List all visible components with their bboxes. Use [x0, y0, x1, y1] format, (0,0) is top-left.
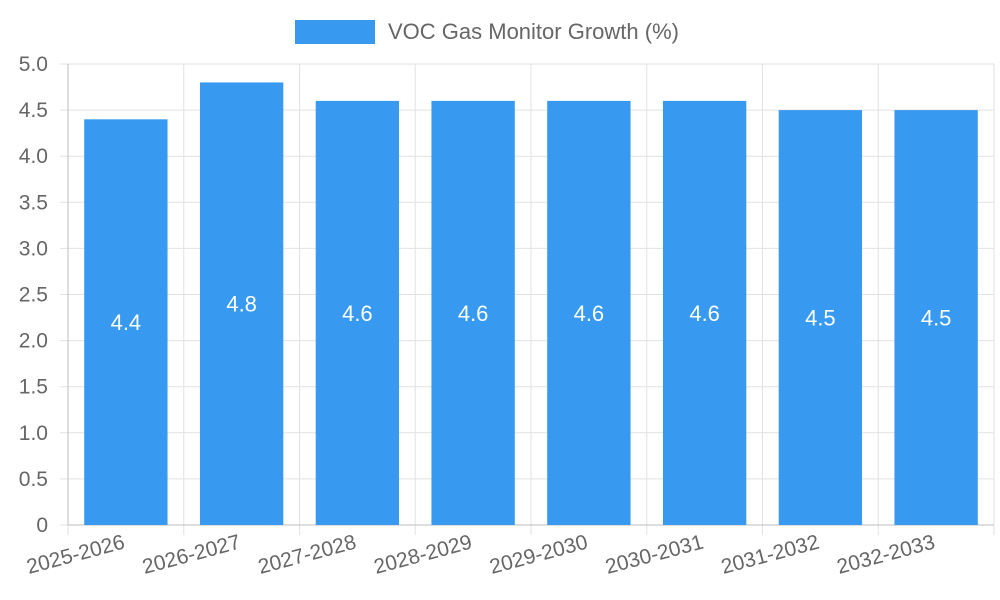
- bar-data-label: 4.4: [111, 310, 142, 335]
- y-tick-label: 4.0: [19, 145, 48, 168]
- bars: [84, 82, 978, 525]
- y-axis-ticks: 0 0.5 1.0 1.5 2.0 2.5 3.0 3.5 4.0 4.5 5.0: [19, 53, 48, 537]
- y-tick-label: 4.5: [19, 99, 48, 122]
- bar[interactable]: [894, 110, 978, 525]
- x-tick-label: 2028-2029: [371, 531, 474, 579]
- x-tick-label: 2031-2032: [719, 531, 822, 579]
- y-tick-label: 2.0: [19, 330, 48, 353]
- y-tick-label: 5.0: [19, 53, 48, 76]
- bar[interactable]: [662, 100, 747, 525]
- bar[interactable]: [315, 100, 400, 525]
- bar[interactable]: [547, 100, 631, 525]
- bar-data-label: 4.5: [805, 306, 836, 331]
- x-axis-ticks: 2025-2026 2026-2027 2027-2028 2028-2029 2029…: [24, 531, 937, 579]
- legend[interactable]: VOC Gas Monitor Growth (%): [295, 19, 679, 44]
- bar-data-label: 4.6: [689, 301, 720, 326]
- x-tick-label: 2026-2027: [140, 531, 243, 579]
- bar-data-label: 4.5: [921, 306, 952, 331]
- bar[interactable]: [84, 119, 168, 525]
- bar-data-label: 4.6: [574, 301, 605, 326]
- x-tick-label: 2025-2026: [24, 531, 127, 579]
- y-tick-label: 3.0: [19, 237, 48, 260]
- y-tick-label: 0.5: [19, 468, 48, 491]
- y-tick-label: 3.5: [19, 191, 48, 214]
- y-tick-label: 2.5: [19, 284, 48, 307]
- bar-data-label: 4.6: [458, 301, 489, 326]
- y-tick-label: 0: [36, 514, 48, 537]
- bar[interactable]: [199, 82, 284, 525]
- y-tick-label: 1.0: [19, 422, 48, 445]
- bar-data-label: 4.6: [342, 301, 373, 326]
- x-tick-label: 2029-2030: [487, 531, 590, 579]
- x-tick-label: 2030-2031: [603, 531, 706, 579]
- x-tick-label: 2032-2033: [834, 531, 937, 579]
- legend-swatch: [295, 20, 375, 44]
- bar[interactable]: [431, 100, 515, 525]
- bar-data-labels: 4.4 4.8 4.6 4.6 4.6 4.6 4.5 4.5: [111, 292, 952, 335]
- legend-label: VOC Gas Monitor Growth (%): [388, 19, 679, 44]
- x-tick-label: 2027-2028: [256, 531, 359, 579]
- bar-data-label: 4.8: [226, 292, 257, 317]
- bar[interactable]: [778, 110, 863, 525]
- y-tick-label: 1.5: [19, 376, 48, 399]
